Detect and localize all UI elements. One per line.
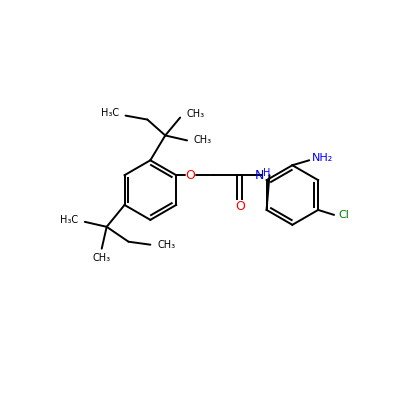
Text: H₃C: H₃C xyxy=(60,215,78,225)
Text: CH₃: CH₃ xyxy=(187,109,205,119)
Text: O: O xyxy=(185,169,195,182)
Text: CH₃: CH₃ xyxy=(194,136,212,146)
Text: H: H xyxy=(263,168,270,178)
Text: NH₂: NH₂ xyxy=(312,153,333,163)
Text: H₃C: H₃C xyxy=(100,108,119,118)
Text: N: N xyxy=(255,169,264,182)
Text: Cl: Cl xyxy=(338,210,350,220)
Text: CH₃: CH₃ xyxy=(93,252,111,262)
Text: CH₃: CH₃ xyxy=(157,240,175,250)
Text: O: O xyxy=(235,200,245,214)
